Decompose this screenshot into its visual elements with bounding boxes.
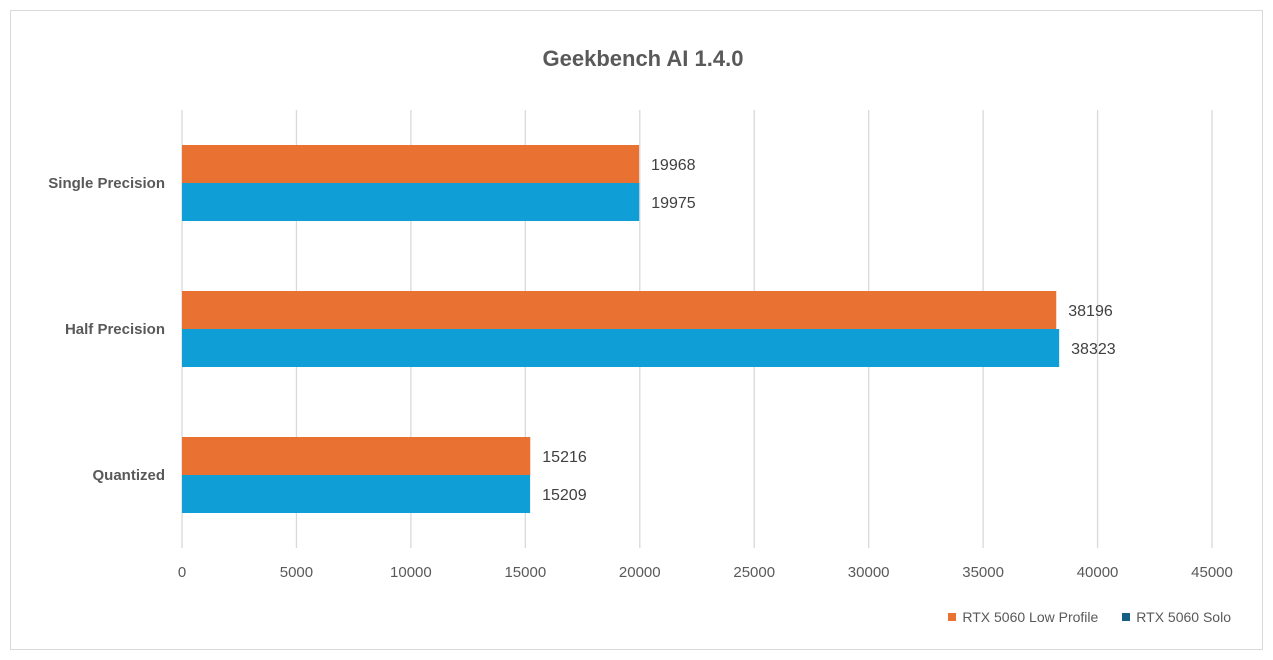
legend: RTX 5060 Low Profile RTX 5060 Solo xyxy=(948,609,1231,625)
x-tick-label: 5000 xyxy=(280,564,313,581)
data-label: 15216 xyxy=(542,449,587,466)
x-tick-label: 30000 xyxy=(848,564,890,581)
x-tick-label: 15000 xyxy=(504,564,546,581)
data-label: 38323 xyxy=(1071,341,1116,358)
legend-item-solo: RTX 5060 Solo xyxy=(1122,609,1231,625)
bar-solo xyxy=(182,183,640,221)
chart-title: Geekbench AI 1.4.0 xyxy=(542,46,744,71)
legend-swatch-solo xyxy=(1122,613,1131,621)
x-tick-label: 10000 xyxy=(390,564,432,581)
x-tick-label: 0 xyxy=(178,564,186,581)
legend-label-solo: RTX 5060 Solo xyxy=(1136,609,1231,625)
data-label: 15209 xyxy=(542,487,587,504)
category-label: Half Precision xyxy=(65,321,165,338)
category-label: Quantized xyxy=(92,467,165,484)
legend-swatch-low-profile xyxy=(948,613,957,621)
x-tick-label: 20000 xyxy=(619,564,661,581)
category-label: Single Precision xyxy=(48,175,165,192)
x-tick-label: 35000 xyxy=(962,564,1004,581)
bar-solo xyxy=(182,475,531,513)
x-tick-label: 45000 xyxy=(1191,564,1233,581)
bar-low-profile xyxy=(182,437,531,475)
bar-solo xyxy=(182,329,1060,367)
legend-item-low-profile: RTX 5060 Low Profile xyxy=(948,609,1098,625)
data-label: 19975 xyxy=(651,195,696,212)
x-tick-label: 40000 xyxy=(1077,564,1119,581)
data-label: 38196 xyxy=(1068,303,1113,320)
bar-low-profile xyxy=(182,145,640,183)
x-tick-label: 25000 xyxy=(733,564,775,581)
legend-label-low-profile: RTX 5060 Low Profile xyxy=(962,609,1099,625)
data-label: 19968 xyxy=(651,157,696,174)
bar-low-profile xyxy=(182,291,1057,329)
